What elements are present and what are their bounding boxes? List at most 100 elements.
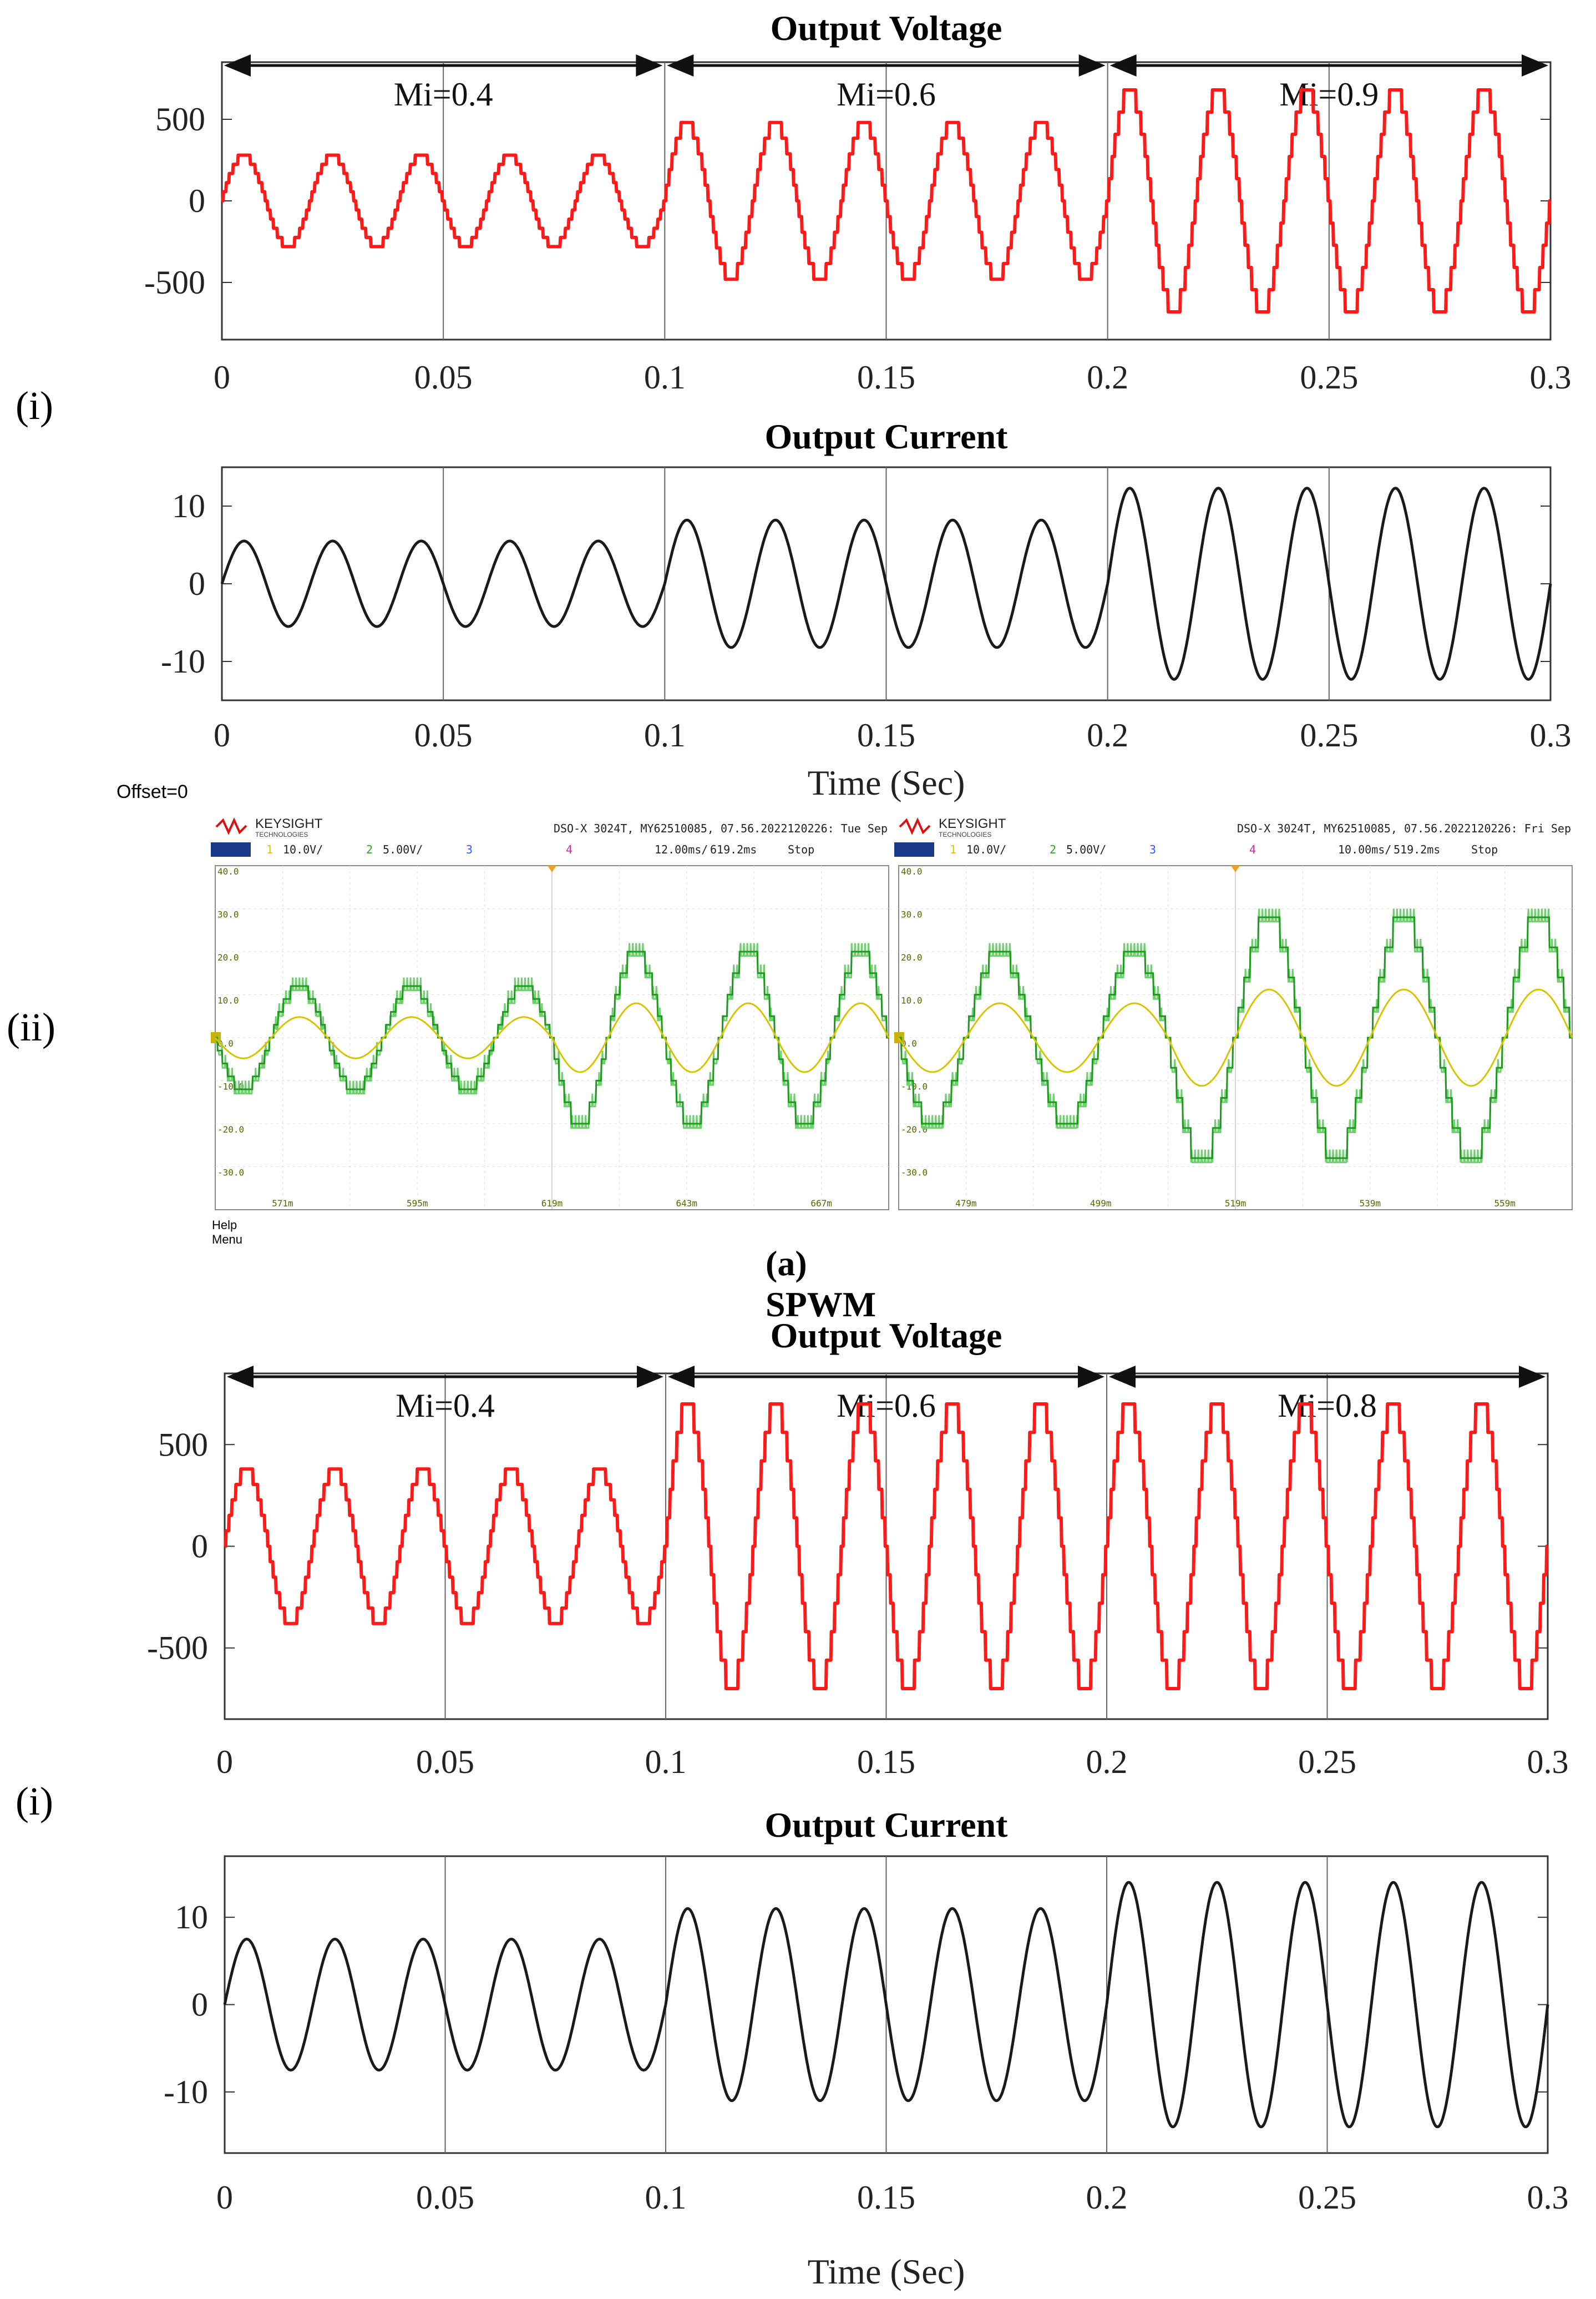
a-voltage-segment-label-0: Mi=0.4	[394, 76, 493, 113]
b-voltage-ytick-label: -500	[147, 1630, 208, 1666]
a-voltage-arrowhead-right	[1078, 54, 1106, 77]
b-voltage-ytick-label: 500	[158, 1426, 208, 1463]
scope-ytick: -30.0	[217, 1168, 244, 1178]
b-voltage-chart: Output Voltage 0 0.05 0.1 0.15 0.2 0.25 0.3 500 0…	[147, 1316, 1568, 1780]
scope-ch2-scale: 5.00V/	[1066, 843, 1106, 856]
a-voltage-xtick-label: 0.2	[1087, 359, 1128, 396]
a-voltage-series-0	[220, 153, 666, 249]
b-current-xtick-label: 0.2	[1086, 2179, 1128, 2216]
scope-trace-current	[214, 1002, 890, 1073]
b-voltage-series-0	[223, 1467, 667, 1625]
b-voltage-arrowhead-left	[668, 1366, 695, 1388]
scope-mode: Stop	[1471, 843, 1498, 856]
scope-ytick: 10.0	[217, 996, 239, 1006]
a-current-xtick-label: 0.25	[1300, 717, 1358, 754]
scope-xtick: 519m	[1225, 1198, 1247, 1209]
scope-ch2-scale: 5.00V/	[383, 843, 423, 856]
a-voltage-arrowhead-left	[1109, 54, 1137, 77]
section-caption: (a) SPWM	[766, 1244, 876, 1324]
scope-xtick: 499m	[1090, 1198, 1112, 1209]
a-voltage-xtick-label: 0	[214, 359, 230, 396]
scope-xtick: 643m	[676, 1198, 698, 1209]
b-current-ytick-label: 0	[191, 1987, 208, 2023]
scope-ytick: 30.0	[901, 910, 923, 920]
scope-help-menu[interactable]: Help Menu	[212, 1218, 243, 1246]
b-voltage-series-2	[1105, 1402, 1549, 1690]
a-voltage-ytick-label: 500	[155, 101, 205, 138]
b-voltage-arrowhead-right	[1078, 1366, 1104, 1388]
b-current-xtick-label: 0.25	[1298, 2179, 1356, 2216]
b-current-series-1	[664, 1907, 1108, 2103]
scope-model: DSO-X 3024T, MY62510085, 07.56.202212022…	[1237, 822, 1571, 835]
scope-channel-badge	[211, 842, 251, 857]
scope-model: DSO-X 3024T, MY62510085, 07.56.202212022…	[554, 822, 888, 835]
scope-timebase: 10.00ms/	[1338, 843, 1391, 856]
scope-trigger-marker-icon	[1231, 866, 1240, 872]
scope-xtick: 667m	[810, 1198, 832, 1209]
b-voltage-arrowhead-left	[227, 1366, 254, 1388]
b-current-ytick-label: -10	[164, 2074, 208, 2110]
scope-brand: KEYSIGHT	[939, 816, 1006, 831]
scope-ch3: 3	[1149, 843, 1156, 856]
b-current-xtick-label: 0.15	[857, 2179, 915, 2216]
b-current-chart: Output Current 0 0.05 0.1 0.15 0.2 0.25 0.3 10 0 -…	[164, 1805, 1568, 2291]
a-current-series-0	[220, 539, 666, 628]
a-voltage-series-2	[1106, 88, 1552, 314]
b-current-xtick-label: 0	[216, 2179, 233, 2216]
scope-xtick: 619m	[541, 1198, 563, 1209]
a-current-xtick-label: 0.3	[1530, 717, 1572, 754]
scope-delay: 519.2ms	[1394, 843, 1440, 856]
a-current-series-1	[663, 518, 1109, 649]
b-voltage-arrowhead-right	[1519, 1366, 1546, 1388]
b-current-xtick-label: 0.05	[416, 2179, 474, 2216]
b-current-title: Output Current	[765, 1805, 1009, 1845]
panel-label-a-scope: (ii)	[7, 1005, 55, 1049]
a-current-series-2	[1106, 487, 1552, 681]
a-current-xtick-label: 0.15	[857, 717, 915, 754]
a-current-xtick-label: 0.1	[644, 717, 686, 754]
b-current-xtick-label: 0.1	[645, 2179, 687, 2216]
a-voltage-ytick-label: -500	[144, 264, 205, 301]
scope-ytick: 10.0	[901, 996, 923, 1006]
a-voltage-segment-label-2: Mi=0.9	[1279, 76, 1379, 113]
scope-header	[211, 816, 893, 866]
a-voltage-chart: Output Voltage 0 0.05 0.1 0.15 0.2 0.25 0.3 500 0…	[144, 8, 1571, 396]
scope-timebase: 12.00ms/	[655, 843, 708, 856]
scope-header	[894, 816, 1577, 866]
scope-ytick: 20.0	[217, 952, 239, 963]
scope-brand-sub: TECHNOLOGIES	[255, 831, 308, 838]
b-voltage-xtick-label: 0.25	[1298, 1744, 1356, 1780]
scope-ytick: 40.0	[901, 866, 923, 877]
scope-ch2-num: 2	[366, 843, 373, 856]
scope-trace-current	[898, 988, 1573, 1087]
b-voltage-xtick-label: 0.15	[857, 1744, 915, 1780]
a-voltage-xtick-label: 0.3	[1530, 359, 1572, 396]
b-voltage-series-1	[664, 1402, 1108, 1690]
a-current-ytick-label: -10	[161, 643, 205, 680]
keysight-logo-icon	[215, 817, 247, 835]
a-voltage-xtick-label: 0.15	[857, 359, 915, 396]
scope-brand: KEYSIGHT	[255, 816, 323, 831]
b-voltage-xtick-label: 0.3	[1527, 1744, 1569, 1780]
keysight-logo-icon	[899, 817, 931, 835]
scope-ch1-num: 1	[950, 843, 956, 856]
b-voltage-xtick-label: 0	[216, 1744, 233, 1780]
a-current-ytick-label: 0	[189, 565, 205, 602]
scope-ch2-num: 2	[1050, 843, 1056, 856]
a-voltage-arrowhead-right	[636, 54, 663, 77]
scope-xtick: 559m	[1494, 1198, 1516, 1209]
scope-ytick: 40.0	[217, 866, 239, 877]
scope-brand-sub: TECHNOLOGIES	[939, 831, 991, 838]
a-current-title: Output Current	[765, 417, 1009, 456]
b-voltage-xtick-label: 0.2	[1086, 1744, 1128, 1780]
scope-ytick: -30.0	[901, 1168, 928, 1178]
b-current-xlabel: Time (Sec)	[808, 2252, 965, 2291]
panel-label-b-sim: (i)	[16, 1779, 53, 1823]
a-voltage-title: Output Voltage	[771, 8, 1002, 48]
b-voltage-arrowhead-right	[637, 1366, 663, 1388]
b-current-ytick-label: 10	[175, 1899, 208, 1936]
scope-xtick: 571m	[272, 1198, 293, 1209]
b-voltage-segment-label-1: Mi=0.6	[837, 1387, 936, 1424]
scope-ch1-scale: 10.0V/	[966, 843, 1006, 856]
